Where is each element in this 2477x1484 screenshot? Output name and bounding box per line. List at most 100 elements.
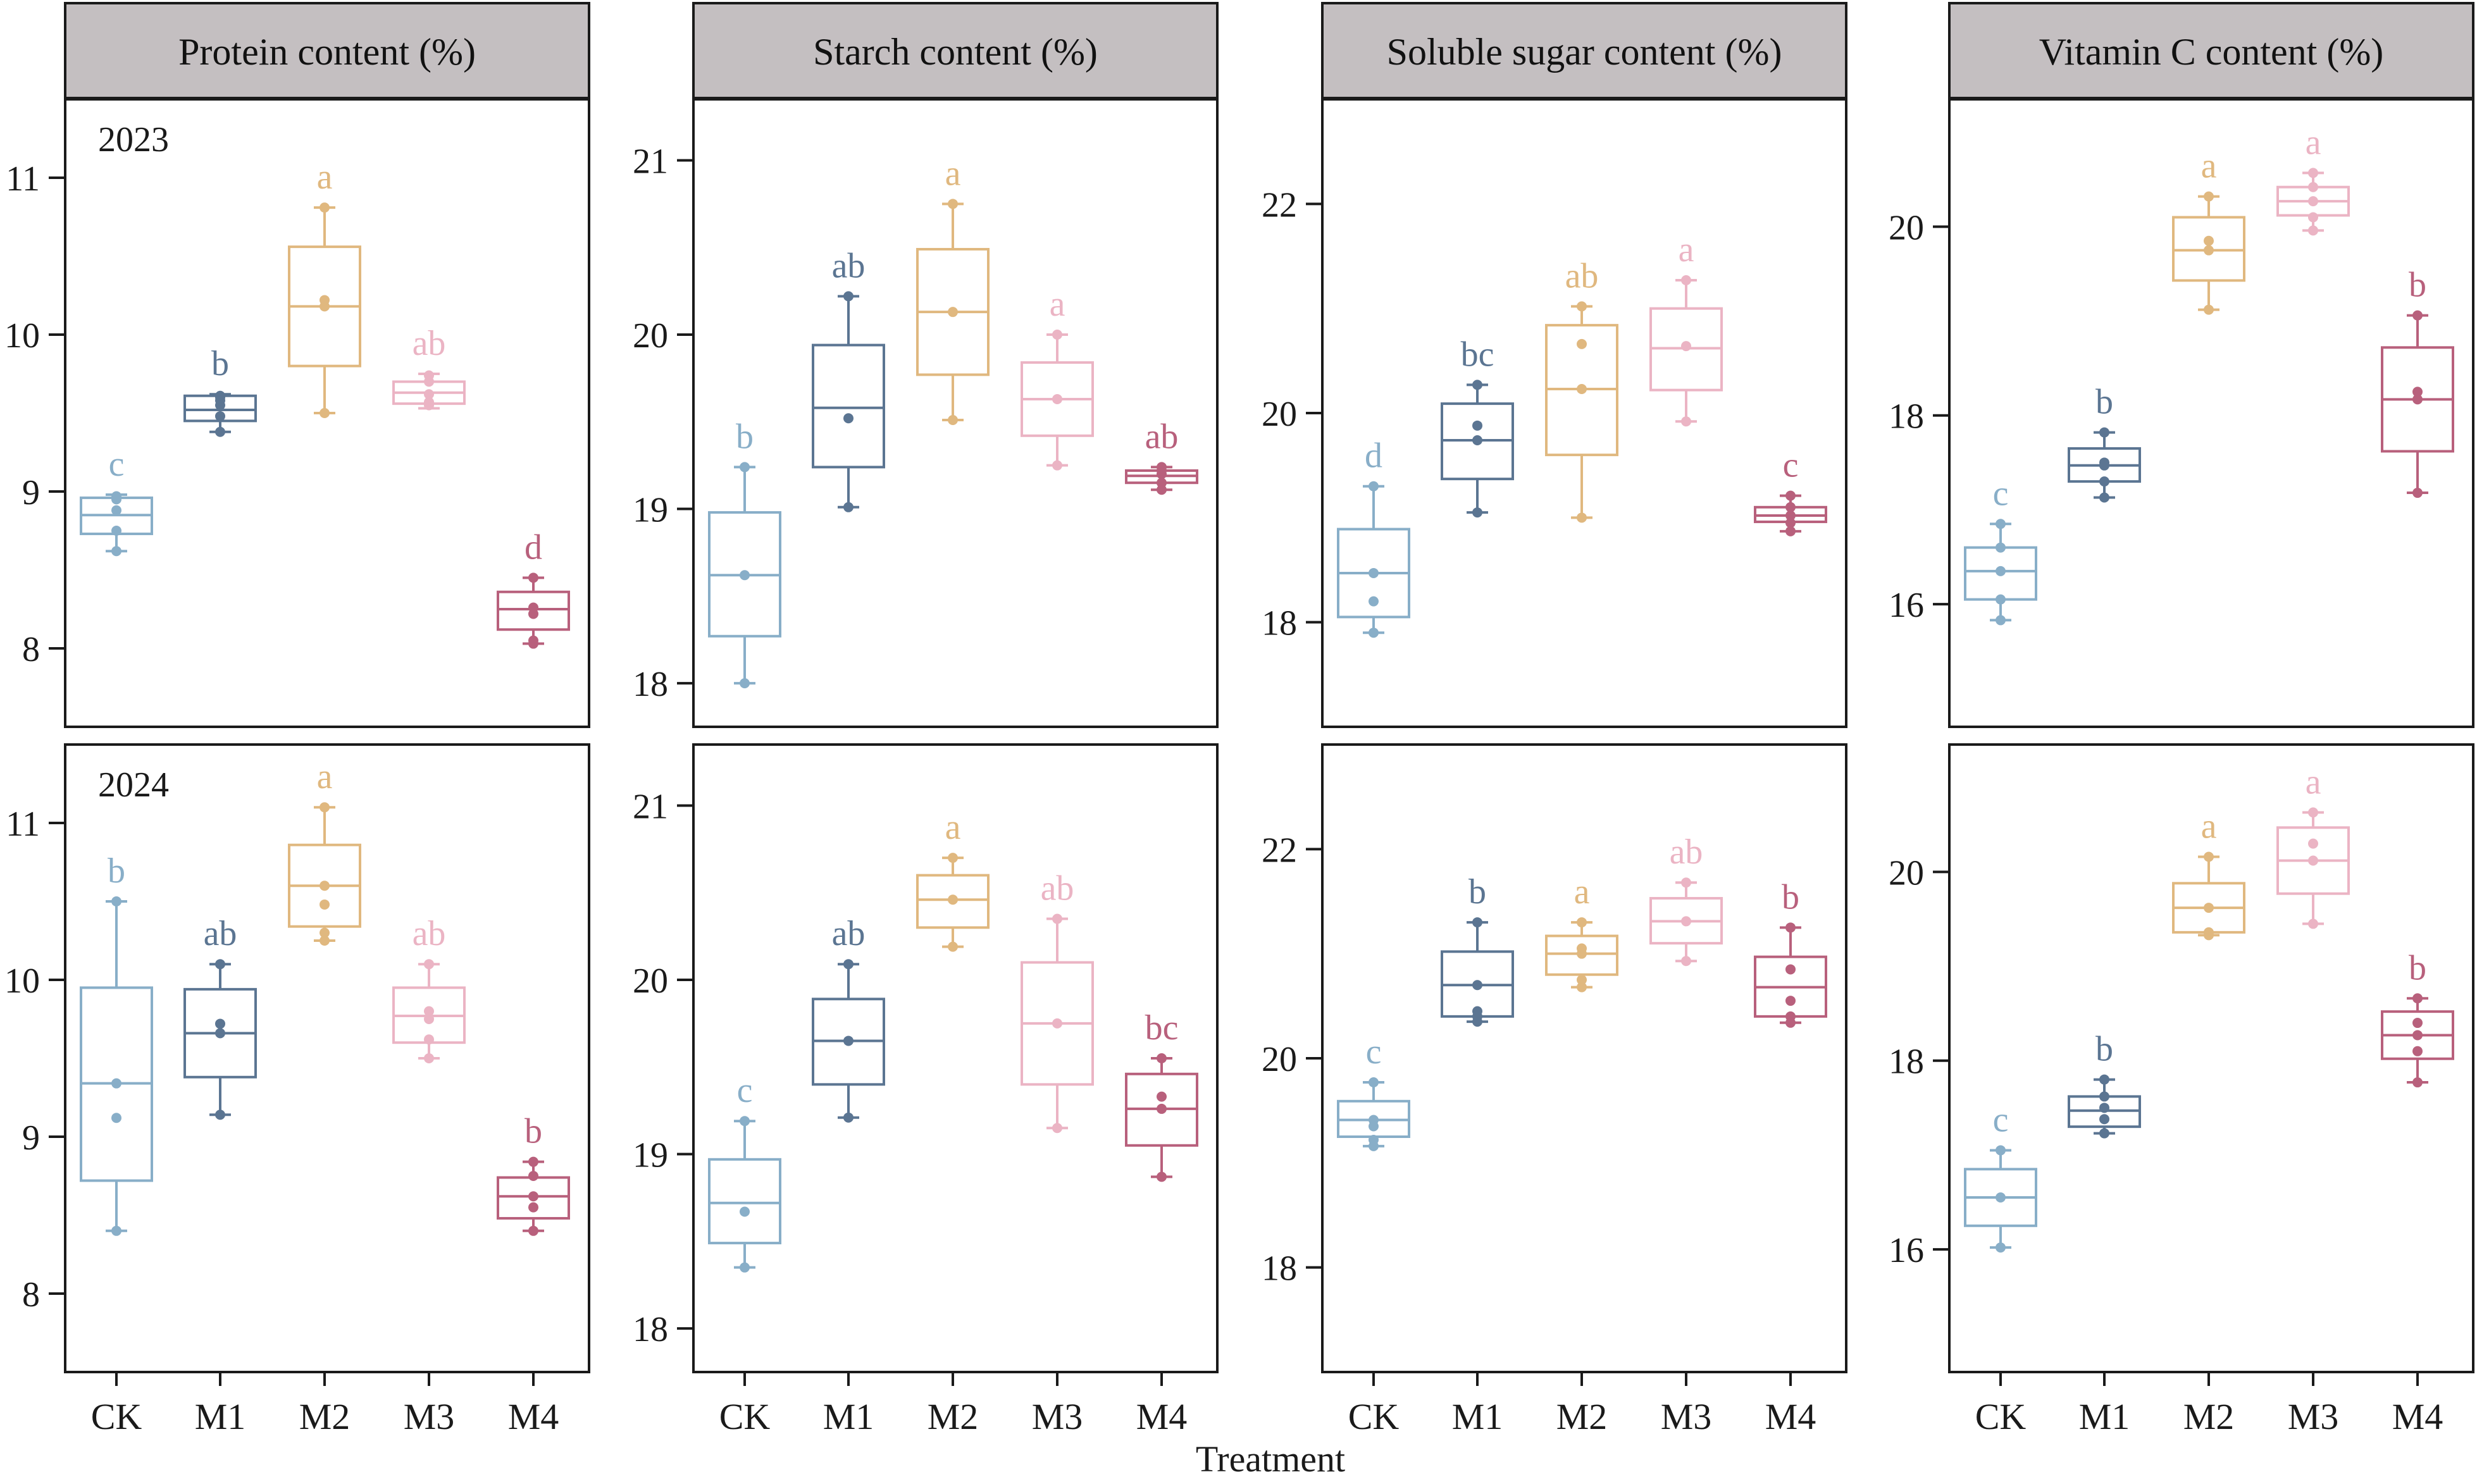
panel-2-2: 18 19 20 21 CK M1 M2 M3 M4 c ab a ab bc: [633, 743, 1219, 1437]
data-point: [215, 426, 225, 437]
y-tick-label: 22: [1262, 831, 1297, 870]
significance-letter: ab: [413, 914, 446, 953]
y-tick-label: 20: [633, 962, 668, 1001]
significance-letter: a: [945, 154, 961, 193]
y-tick-label: 22: [1262, 185, 1297, 225]
data-point: [2308, 168, 2318, 178]
y-tick-label: 18: [633, 1310, 668, 1349]
data-point: [320, 899, 330, 910]
y-tick-label: 18: [1889, 397, 1924, 436]
data-point: [1052, 460, 1062, 471]
box-M1: b: [1441, 872, 1514, 1027]
data-point: [1369, 567, 1379, 578]
data-point: [2412, 1018, 2423, 1029]
data-point: [1157, 485, 1167, 495]
significance-letter: b: [2095, 383, 2113, 422]
y-tick-label: 18: [1262, 604, 1297, 643]
x-tick-label: M4: [1765, 1396, 1816, 1437]
data-point: [1369, 481, 1379, 492]
data-point: [1369, 1115, 1379, 1125]
data-point: [1996, 1192, 2006, 1203]
panel-header: [692, 2, 1219, 99]
significance-letter: a: [317, 158, 333, 197]
box-M2: a: [288, 158, 361, 418]
data-point: [1577, 982, 1587, 992]
x-tick-label: M2: [299, 1396, 351, 1437]
x-tick-label: M2: [2183, 1396, 2235, 1437]
y-tick-label: 10: [4, 962, 40, 1001]
data-point: [1996, 519, 2006, 529]
data-point: [2204, 851, 2214, 862]
x-tick-label: M3: [2288, 1396, 2339, 1437]
y-tick-label: 8: [22, 630, 40, 669]
y-tick-label: 20: [1262, 395, 1297, 434]
x-tick-label: CK: [1975, 1396, 2027, 1437]
data-point: [740, 462, 750, 473]
data-point: [2412, 993, 2423, 1004]
panel-frame: [1321, 743, 1847, 1373]
data-point: [1785, 1011, 1796, 1022]
box-M3: ab: [392, 914, 466, 1063]
significance-letter: ab: [1670, 832, 1703, 872]
data-point: [1052, 330, 1062, 340]
data-point: [948, 415, 958, 426]
data-point: [215, 1028, 225, 1039]
data-point: [948, 199, 958, 209]
data-point: [948, 853, 958, 863]
data-point: [2308, 212, 2318, 223]
significance-letter: ab: [204, 914, 237, 953]
data-point: [2308, 918, 2318, 929]
data-point: [111, 526, 121, 536]
data-point: [1681, 275, 1691, 286]
data-point: [1472, 435, 1482, 445]
y-tick-label: 18: [1262, 1249, 1297, 1289]
box-M1: ab: [812, 246, 885, 512]
significance-letter: c: [1993, 474, 2009, 513]
box-M4: c: [1754, 446, 1827, 536]
box-M3: a: [2276, 123, 2350, 236]
data-point: [320, 408, 330, 418]
panel-frame: [692, 743, 1219, 1373]
box-M1: b: [2068, 383, 2141, 503]
data-point: [740, 570, 750, 581]
data-point: [2204, 903, 2214, 913]
significance-letter: b: [108, 851, 125, 891]
panel-header: [1948, 2, 2474, 99]
data-point: [215, 411, 225, 421]
data-point: [424, 389, 434, 400]
data-point: [1369, 1134, 1379, 1145]
data-point: [424, 370, 434, 381]
data-point: [528, 572, 538, 583]
y-tick-label: 18: [633, 665, 668, 704]
y-tick-label: 19: [633, 1136, 668, 1175]
data-point: [1996, 615, 2006, 626]
panel-title: Protein content (%): [178, 31, 476, 73]
box-M1: bc: [1441, 335, 1514, 518]
significance-letter: b: [736, 417, 754, 456]
panel-2-1: 8 9 10 11 2024 CK M1 M2 M3 M4 b ab a ab b: [4, 743, 590, 1437]
panel-header: [64, 2, 590, 99]
x-tick-label: CK: [719, 1396, 771, 1437]
y-tick-label: 21: [633, 142, 668, 181]
data-point: [1052, 1123, 1062, 1134]
data-point: [1785, 964, 1796, 975]
y-tick-label: 20: [1262, 1040, 1297, 1079]
box-body: [497, 590, 570, 631]
y-tick-label: 21: [633, 787, 668, 826]
data-point: [1472, 507, 1482, 518]
data-point: [424, 1014, 434, 1024]
significance-letter: c: [1783, 446, 1799, 485]
box-M2: a: [916, 154, 990, 426]
data-point: [528, 602, 538, 613]
box-M2: a: [2172, 807, 2245, 941]
significance-letter: a: [1574, 872, 1590, 912]
data-point: [2099, 427, 2109, 438]
box-M4: b: [2381, 266, 2454, 498]
data-point: [843, 959, 854, 970]
significance-letter: d: [525, 528, 542, 567]
y-tick-label: 20: [1889, 208, 1924, 247]
data-point: [740, 1206, 750, 1217]
x-tick-label: CK: [1348, 1396, 1400, 1437]
data-point: [843, 1036, 854, 1046]
data-point: [320, 881, 330, 891]
